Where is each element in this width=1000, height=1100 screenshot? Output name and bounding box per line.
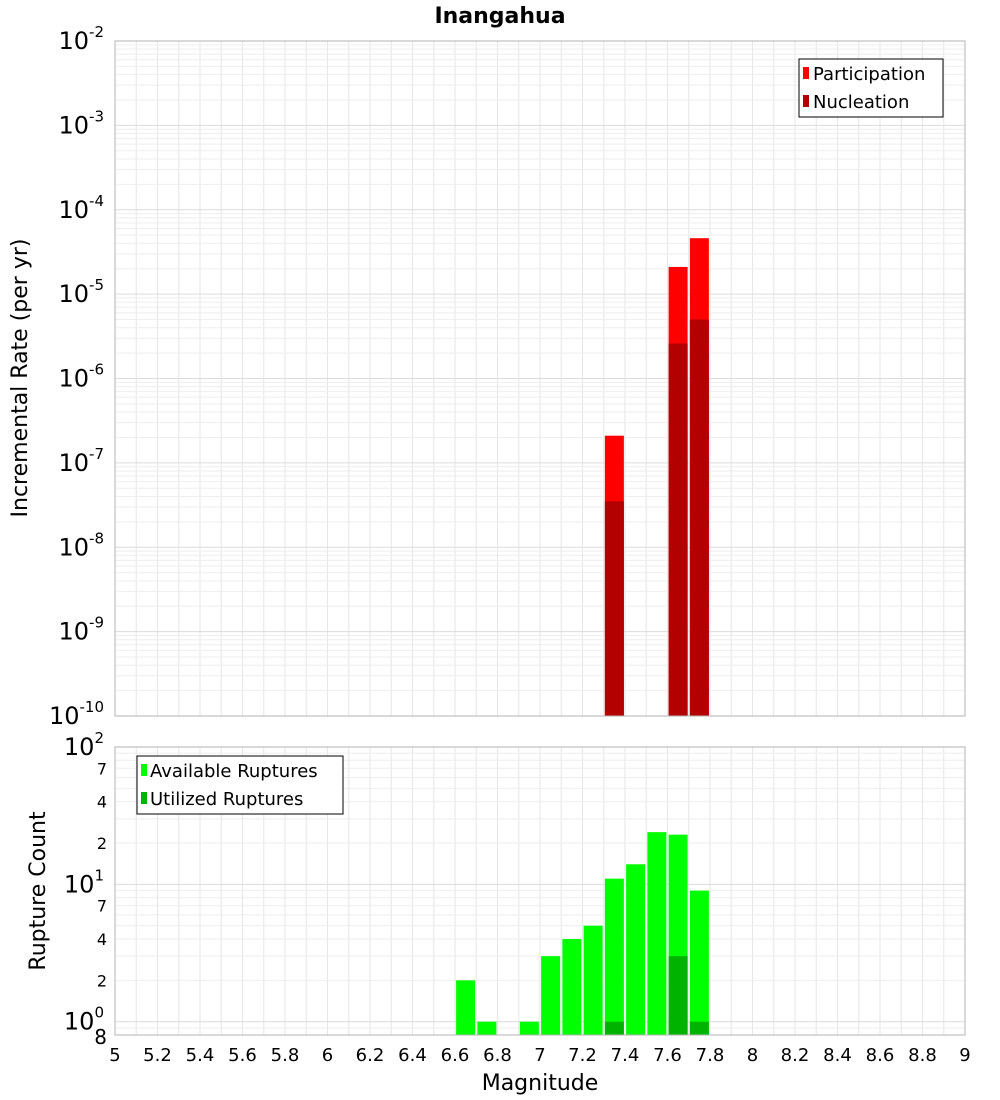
available-ruptures-bar [647,832,667,1035]
x-tick-label: 8 [747,1045,758,1066]
x-tick-label: 6.8 [483,1045,512,1066]
x-tick-label: 6 [322,1045,333,1066]
bottom-legend: Available Ruptures Utilized Ruptures [136,755,344,815]
available-legend-swatch [141,764,147,776]
x-tick-label: 7.8 [696,1045,725,1066]
bottom-y-tick-label: 102 [64,729,104,761]
x-tick-label: 5.4 [186,1045,215,1066]
top-y-tick-label: 10-5 [58,276,104,308]
available-ruptures-bar [541,956,561,1035]
top-y-tick-label: 10-9 [58,614,104,646]
bottom-y-min-tick-label: 8 [94,1025,107,1049]
x-tick-label: 5 [109,1045,120,1066]
chart-title: Inangahua [434,4,565,29]
top-y-tick-label: 10-8 [58,529,104,561]
utilized-ruptures-bar [668,956,688,1035]
nucleation-bar [604,501,624,716]
bottom-y-minor-tick-label: 4 [97,930,107,949]
x-tick-labels: 5 5.2 5.4 5.6 5.8 6 6.2 6.4 6.6 6.8 7 7.2 7.4 7.6 7.8 8… [109,1045,970,1066]
nucleation-legend-swatch [803,95,809,107]
available-legend-label: Available Ruptures [150,761,318,782]
bottom-y-minor-tick-label: 2 [97,834,107,853]
x-tick-label: 5.2 [143,1045,172,1066]
participation-nucleation-chart: 10-2 10-3 10-4 10-5 10-6 10-7 10-8 10-9 10-10 In… [8,23,966,730]
available-ruptures-bar [562,939,582,1035]
x-tick-label: 8.8 [908,1045,937,1066]
bottom-y-minor-tick-label: 7 [97,759,107,778]
top-plot-border [114,40,966,717]
top-legend: Participation Nucleation [798,58,944,118]
bottom-y-minor-tick-label: 2 [97,971,107,990]
bottom-plot-border [114,746,966,1036]
top-y-tick-label: 10-3 [58,107,104,139]
available-ruptures-bar [604,878,624,1035]
bottom-y-tick-label: 101 [64,866,104,898]
top-y-tick-label: 10-2 [58,23,104,55]
bottom-y-minor-tick-label: 7 [97,897,107,916]
x-tick-label: 6.2 [356,1045,385,1066]
x-tick-label: 9 [959,1045,970,1066]
utilized-ruptures-bar [689,1021,709,1035]
x-tick-label: 5.6 [228,1045,257,1066]
x-tick-label: 7 [534,1045,545,1066]
participation-legend-swatch [803,67,809,79]
top-grid [114,40,966,717]
x-tick-label: 8.2 [781,1045,810,1066]
bottom-bars [456,832,709,1035]
x-tick-label: 7.4 [611,1045,640,1066]
utilized-legend-swatch [141,792,147,804]
bottom-legend-box [136,755,344,815]
x-tick-label: 7.2 [568,1045,597,1066]
top-y-tick-label: 10-7 [58,445,104,477]
x-tick-label: 6.4 [398,1045,427,1066]
nucleation-legend-label: Nucleation [813,92,909,113]
top-legend-box [798,58,944,118]
available-ruptures-bar [689,890,709,1035]
bottom-y-minor-tick-label: 4 [97,793,107,812]
top-y-tick-labels: 10-2 10-3 10-4 10-5 10-6 10-7 10-8 10-9 10-10 [49,23,104,730]
x-tick-label: 7.6 [653,1045,682,1066]
utilized-ruptures-bar [604,1021,624,1035]
participation-legend-label: Participation [813,64,925,85]
nucleation-bar [668,343,688,716]
top-bars [604,238,709,716]
bottom-y-tick-label: 100 [64,1004,104,1036]
available-ruptures-bar [519,1021,539,1035]
bottom-y-axis-label: Rupture Count [26,811,51,971]
top-y-tick-label: 10-6 [58,361,104,393]
x-axis-label: Magnitude [482,1071,599,1096]
available-ruptures-bar [583,925,603,1035]
available-ruptures-bar [626,864,646,1035]
available-ruptures-bar [477,1021,497,1035]
utilized-legend-label: Utilized Ruptures [150,789,303,810]
x-tick-label: 5.8 [271,1045,300,1066]
top-y-axis-label: Incremental Rate (per yr) [8,239,33,518]
top-y-tick-label: 10-10 [49,698,104,730]
available-ruptures-bar [456,980,476,1035]
x-tick-label: 6.6 [441,1045,470,1066]
x-tick-label: 8.6 [866,1045,895,1066]
x-tick-label: 8.4 [823,1045,852,1066]
nucleation-bar [689,319,709,716]
top-y-tick-label: 10-4 [58,192,104,224]
